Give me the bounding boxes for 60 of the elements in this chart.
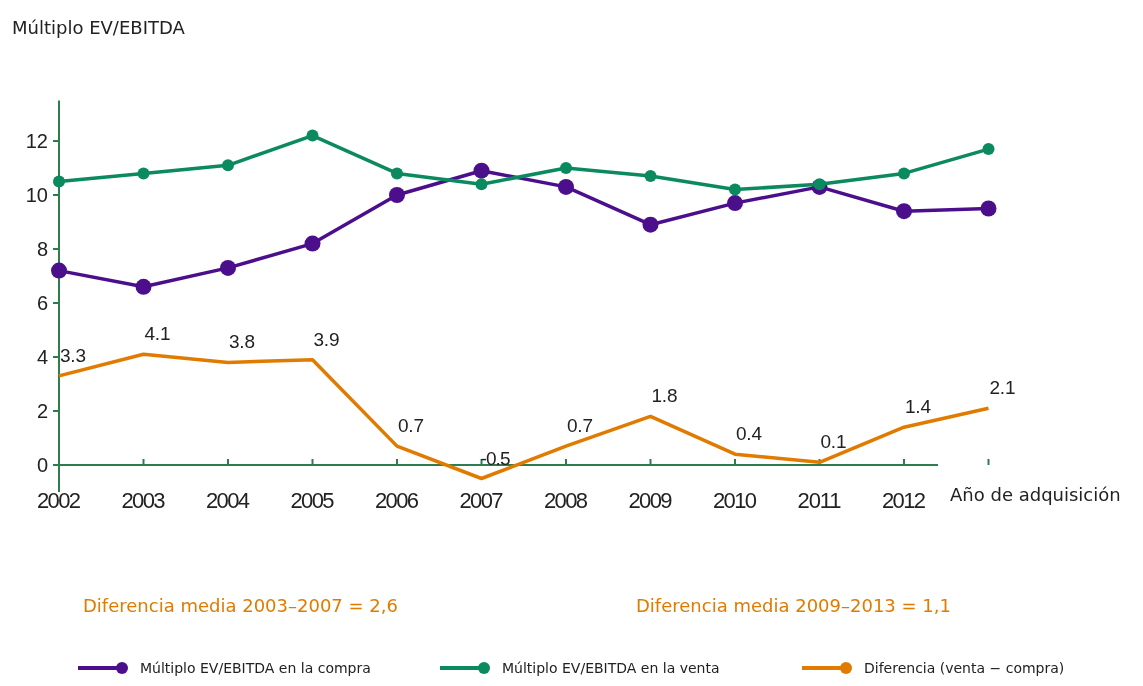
point bbox=[813, 178, 826, 191]
data-label: 3.3 bbox=[60, 344, 86, 366]
x-tick-label: 2009 bbox=[628, 488, 673, 513]
legend-label: Múltiplo EV/EBITDA en la venta bbox=[502, 660, 720, 676]
data-label: 1.4 bbox=[905, 396, 932, 418]
point bbox=[51, 262, 67, 279]
y-tick-label: 6 bbox=[36, 292, 48, 314]
point bbox=[558, 178, 574, 195]
point bbox=[729, 183, 741, 196]
y-tick-label: 4 bbox=[36, 346, 48, 368]
data-label: 0.7 bbox=[398, 415, 424, 437]
point bbox=[980, 200, 997, 217]
legend-label: Diferencia (venta − compra) bbox=[864, 660, 1065, 676]
x-tick-label: 2008 bbox=[544, 488, 588, 513]
x-axis-title: Año de adquisición bbox=[950, 484, 1121, 505]
point bbox=[391, 167, 403, 180]
point bbox=[304, 235, 321, 252]
y-tick-label: 2 bbox=[36, 400, 48, 422]
x-tick-label: 2005 bbox=[290, 488, 335, 513]
point bbox=[306, 129, 319, 142]
point bbox=[137, 167, 150, 180]
legend-label: Múltiplo EV/EBITDA en la compra bbox=[140, 660, 371, 676]
y-tick-label: 10 bbox=[25, 184, 48, 206]
point bbox=[389, 187, 405, 203]
data-label: 3.8 bbox=[229, 331, 255, 353]
data-label: 0.1 bbox=[820, 431, 847, 453]
x-tick-label: 2012 bbox=[882, 488, 926, 513]
point bbox=[898, 167, 910, 180]
x-tick-label: 2003 bbox=[121, 488, 166, 513]
y-tick-label: 0 bbox=[36, 454, 48, 476]
point bbox=[222, 159, 234, 172]
x-tick-label: 2011 bbox=[797, 488, 842, 513]
x-tick-label: 2010 bbox=[713, 488, 757, 513]
point bbox=[982, 143, 995, 156]
data-label: 4.1 bbox=[144, 323, 171, 345]
point bbox=[53, 175, 65, 188]
x-tick-label: 2007 bbox=[459, 488, 504, 513]
x-tick-label: 2004 bbox=[206, 488, 250, 513]
point bbox=[560, 162, 572, 174]
point bbox=[727, 195, 743, 212]
y-tick-label: 8 bbox=[36, 238, 48, 260]
point bbox=[135, 278, 152, 295]
x-tick-label: 2002 bbox=[37, 488, 81, 513]
y-tick-label: 12 bbox=[25, 130, 48, 152]
data-label: 3.9 bbox=[313, 328, 340, 350]
x-tick-label: 2006 bbox=[375, 488, 419, 513]
text: Diferencia media 2003–2007 = 2,6 bbox=[83, 595, 398, 616]
point bbox=[473, 162, 490, 179]
point bbox=[475, 178, 488, 191]
point bbox=[220, 259, 236, 276]
data-label: -0.5 bbox=[480, 447, 511, 469]
data-label: 2.1 bbox=[989, 377, 1016, 399]
text: Diferencia media 2009–2013 = 1,1 bbox=[636, 595, 951, 616]
y-axis-title: Múltiplo EV/EBITDA bbox=[12, 17, 186, 38]
data-label: 0.4 bbox=[736, 423, 763, 445]
point bbox=[642, 216, 659, 233]
data-label: 1.8 bbox=[651, 385, 678, 407]
point bbox=[644, 170, 657, 183]
data-label: 0.7 bbox=[567, 415, 593, 437]
point bbox=[896, 203, 912, 220]
